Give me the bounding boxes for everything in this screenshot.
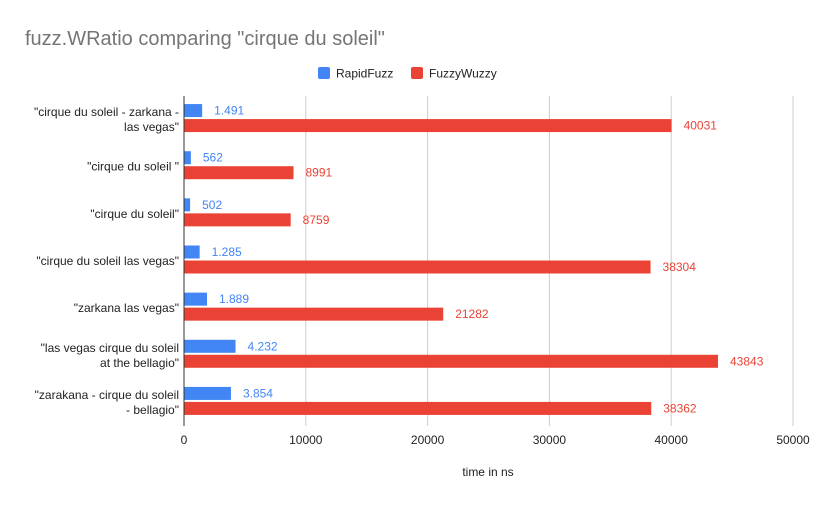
data-label-rapidfuzz: 502 xyxy=(202,198,222,212)
data-label-fuzzywuzzy: 43843 xyxy=(730,354,764,368)
x-tick-label: 40000 xyxy=(655,433,689,447)
bar-rapidfuzz xyxy=(184,151,191,165)
bar-rapidfuzz xyxy=(184,104,203,118)
x-tick-label: 0 xyxy=(181,433,188,447)
data-label-fuzzywuzzy: 38362 xyxy=(663,401,697,415)
legend-swatch-fuzzywuzzy xyxy=(411,67,423,79)
category-labels: "cirque du soleil - zarkana -las vegas""… xyxy=(34,105,179,417)
category-label-line: "cirque du soleil" xyxy=(90,207,179,221)
data-label-fuzzywuzzy: 40031 xyxy=(684,119,718,133)
legend-swatch-rapidfuzz xyxy=(318,67,330,79)
data-label-rapidfuzz: 1.889 xyxy=(219,292,249,306)
legend: RapidFuzz FuzzyWuzzy xyxy=(318,67,497,81)
x-axis-title: time in ns xyxy=(462,465,513,479)
legend-label-rapidfuzz: RapidFuzz xyxy=(336,67,393,81)
legend-label-fuzzywuzzy: FuzzyWuzzy xyxy=(429,67,497,81)
data-label-fuzzywuzzy: 21282 xyxy=(455,307,489,321)
x-tick-label: 10000 xyxy=(289,433,323,447)
data-label-rapidfuzz: 3.854 xyxy=(243,386,273,400)
x-tick-label: 50000 xyxy=(776,433,810,447)
category-label-line: "zarakana - cirque du soleil xyxy=(35,388,179,402)
x-tick-label: 20000 xyxy=(411,433,445,447)
category-label: "zarakana - cirque du soleil - bellagio" xyxy=(35,388,179,417)
bar-rapidfuzz xyxy=(184,292,208,306)
category-label: "las vegas cirque du soleil at the bellag… xyxy=(41,341,179,370)
bar-rapidfuzz xyxy=(184,339,236,353)
category-label: "zarkana las vegas" xyxy=(74,301,179,315)
data-label-fuzzywuzzy: 38304 xyxy=(663,260,697,274)
category-label-line: las vegas" xyxy=(124,120,179,134)
chart-title: fuzz.WRatio comparing "cirque du soleil" xyxy=(25,28,385,50)
data-label-rapidfuzz: 4.232 xyxy=(248,339,278,353)
bar-fuzzywuzzy xyxy=(184,354,719,368)
category-label: "cirque du soleil las vegas" xyxy=(36,254,179,268)
category-label-line: "zarkana las vegas" xyxy=(74,301,179,315)
category-label-line: "cirque du soleil las vegas" xyxy=(36,254,179,268)
bar-fuzzywuzzy xyxy=(184,260,651,274)
bars xyxy=(184,104,719,415)
data-label-rapidfuzz: 1.285 xyxy=(212,245,242,259)
bar-rapidfuzz xyxy=(184,198,191,212)
bar-fuzzywuzzy xyxy=(184,166,294,180)
bar-rapidfuzz xyxy=(184,245,200,259)
data-label-rapidfuzz: 562 xyxy=(203,151,223,165)
bar-fuzzywuzzy xyxy=(184,119,672,133)
category-label-line: "cirque du soleil - zarkana - xyxy=(34,105,179,119)
x-tick-label: 30000 xyxy=(533,433,567,447)
data-label-fuzzywuzzy: 8991 xyxy=(306,166,333,180)
category-label-line: at the bellagio" xyxy=(100,356,179,370)
bar-rapidfuzz xyxy=(184,386,231,400)
category-label-line: "las vegas cirque du soleil xyxy=(41,341,179,355)
data-label-rapidfuzz: 1.491 xyxy=(214,104,244,118)
category-label-line: - bellagio" xyxy=(126,403,179,417)
category-label: "cirque du soleil" xyxy=(90,207,179,221)
bar-fuzzywuzzy xyxy=(184,213,291,227)
bar-fuzzywuzzy xyxy=(184,307,444,321)
category-label: "cirque du soleil - zarkana -las vegas" xyxy=(34,105,179,134)
data-labels: 1.491 40031 562 8991 502 8759 1.285 38304 1.889 2… xyxy=(202,104,764,416)
x-axis-ticks: 0 10000 20000 30000 40000 50000 xyxy=(181,433,810,447)
category-label: "cirque du soleil " xyxy=(87,160,179,174)
category-label-line: "cirque du soleil " xyxy=(87,160,179,174)
bar-fuzzywuzzy xyxy=(184,401,652,415)
data-label-fuzzywuzzy: 8759 xyxy=(303,213,330,227)
